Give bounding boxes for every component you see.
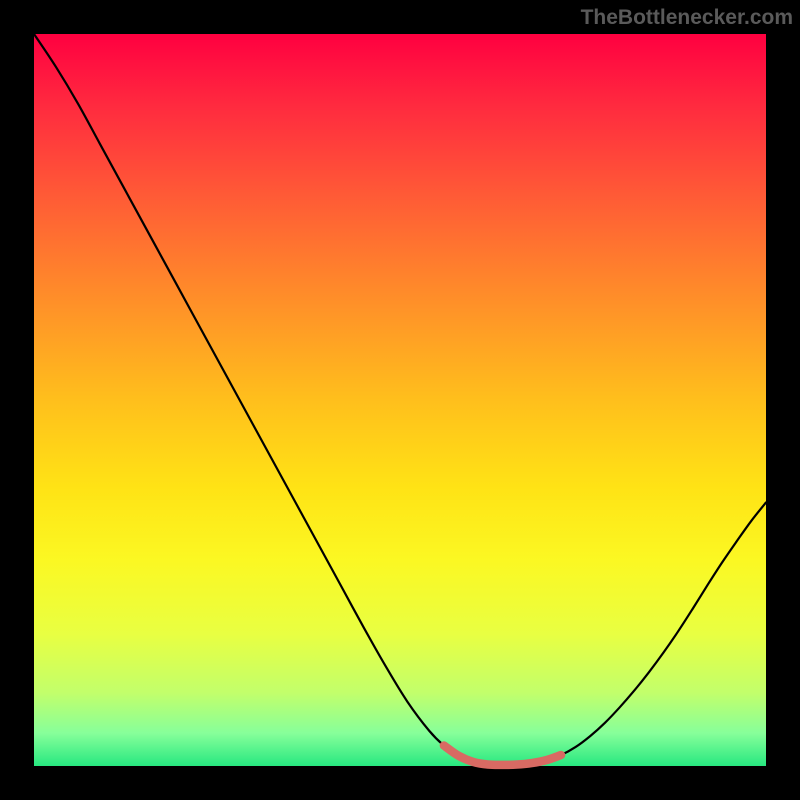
- gradient-background: [34, 34, 766, 766]
- chart-svg: [0, 0, 800, 800]
- watermark-text: TheBottlenecker.com: [581, 6, 793, 30]
